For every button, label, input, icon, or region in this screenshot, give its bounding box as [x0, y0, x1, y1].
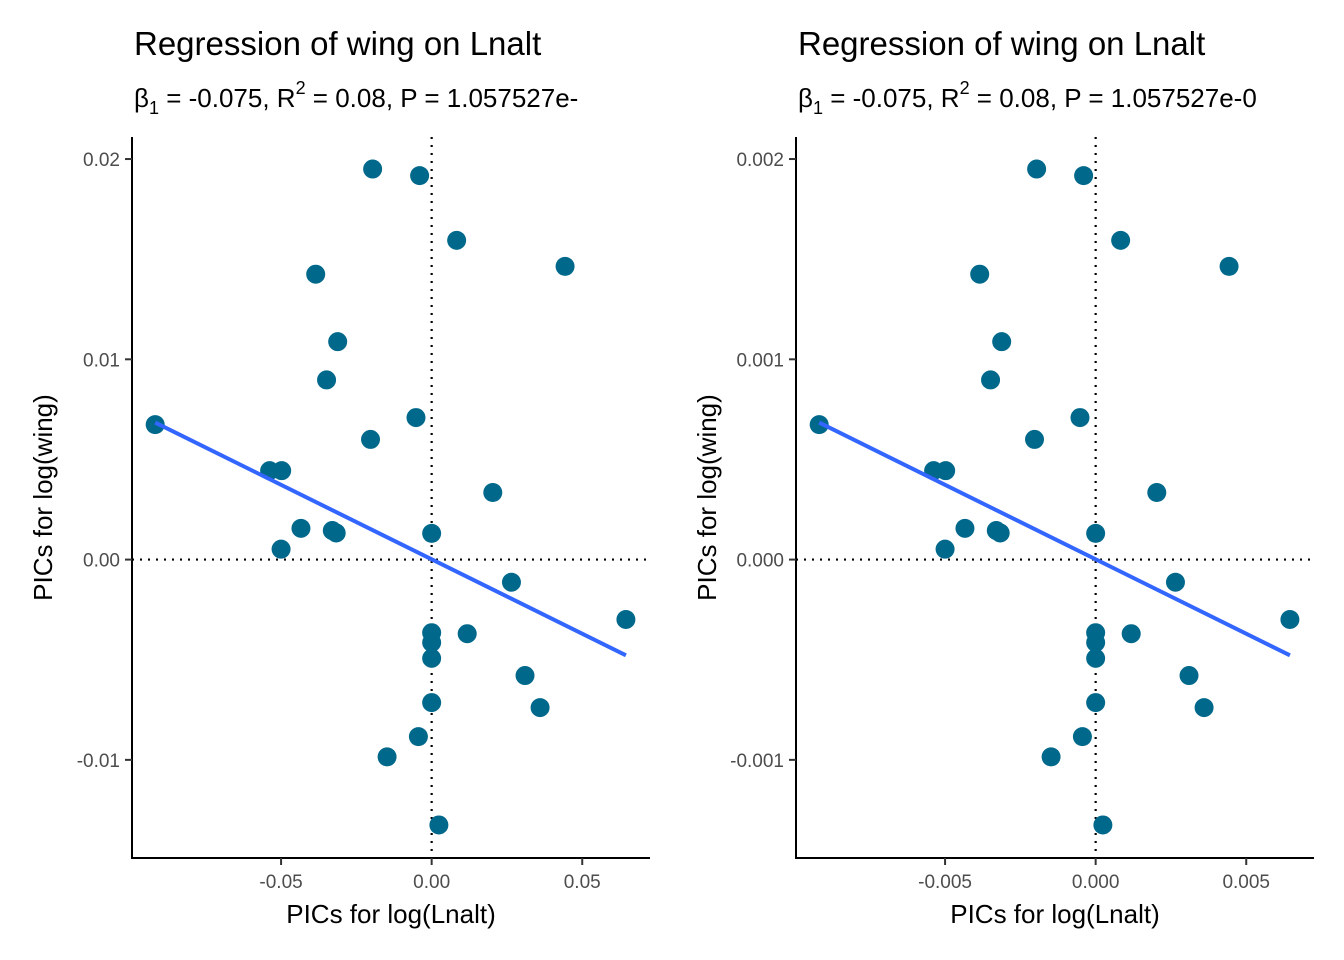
- data-point: [1074, 166, 1094, 186]
- data-point: [515, 666, 535, 686]
- data-point: [326, 523, 346, 543]
- data-point: [483, 482, 503, 502]
- subtitle-beta-sub: 1: [149, 98, 159, 118]
- data-point: [981, 370, 1001, 390]
- scatter-chart-right: Regression of wing on Lnalt β1 = -0.075, …: [692, 25, 1314, 929]
- y-tick-label: 0.001: [736, 350, 784, 371]
- regression-line: [154, 420, 627, 658]
- data-point: [1025, 429, 1045, 449]
- y-tick-label: 0.000: [736, 551, 784, 572]
- data-point: [936, 461, 956, 481]
- data-point: [406, 408, 426, 428]
- subtitle-r2-sup: 2: [960, 78, 970, 98]
- subtitle-beta-sub: 1: [813, 98, 823, 118]
- data-point: [1165, 572, 1185, 592]
- x-axis-title: PICs for log(Lnalt): [286, 899, 496, 929]
- x-tick-label: 0.05: [564, 872, 601, 893]
- data-point: [408, 727, 428, 747]
- chart-title: Regression of wing on Lnalt: [798, 25, 1205, 62]
- data-point: [429, 815, 449, 835]
- y-tick-label: 0.02: [83, 150, 120, 171]
- data-point: [992, 332, 1012, 352]
- y-tick-label: -0.01: [77, 751, 120, 772]
- data-point: [970, 264, 990, 284]
- data-point: [291, 518, 311, 538]
- data-point: [1111, 230, 1131, 250]
- scatter-chart-left: Regression of wing on Lnalt β1 = -0.075, …: [28, 25, 650, 929]
- data-point: [1086, 633, 1106, 653]
- data-point: [306, 264, 326, 284]
- data-point: [271, 539, 291, 559]
- x-tick-label: 0.00: [413, 872, 450, 893]
- data-point: [410, 166, 430, 186]
- data-point: [530, 698, 550, 718]
- subtitle-rest: = 0.08, P = 1.057527e-0: [970, 83, 1257, 113]
- data-point: [363, 159, 383, 179]
- data-point: [1086, 523, 1106, 543]
- data-point: [422, 523, 442, 543]
- subtitle-rest: = 0.08, P = 1.057527e-: [306, 83, 579, 113]
- data-point: [555, 256, 575, 276]
- x-axis-title: PICs for log(Lnalt): [950, 899, 1160, 929]
- y-tick-label: 0.01: [83, 350, 120, 371]
- data-point: [1280, 609, 1300, 629]
- data-point: [422, 648, 442, 668]
- subtitle-beta-value: = -0.075, R: [159, 83, 296, 113]
- data-point: [422, 633, 442, 653]
- x-tick-label: 0.000: [1072, 872, 1120, 893]
- data-point: [317, 370, 337, 390]
- data-point: [457, 624, 477, 644]
- data-point: [1093, 815, 1113, 835]
- data-point: [1086, 648, 1106, 668]
- data-point: [935, 539, 955, 559]
- data-point: [361, 429, 381, 449]
- data-point: [328, 332, 348, 352]
- subtitle-r2-sup: 2: [296, 78, 306, 98]
- subtitle-beta: β: [798, 83, 813, 113]
- chart-title: Regression of wing on Lnalt: [134, 25, 541, 62]
- data-point: [447, 230, 467, 250]
- chart-panel-right: Regression of wing on Lnalt β1 = -0.075, …: [664, 0, 1336, 960]
- data-point: [1027, 159, 1047, 179]
- x-tick-label: 0.005: [1222, 872, 1270, 893]
- data-point: [377, 747, 397, 767]
- data-point: [422, 693, 442, 713]
- data-point: [1072, 727, 1092, 747]
- data-point: [1121, 624, 1141, 644]
- data-point: [1041, 747, 1061, 767]
- data-point: [1070, 408, 1090, 428]
- data-point: [1086, 693, 1106, 713]
- chart-subtitle: β1 = -0.075, R2 = 0.08, P = 1.057527e-0: [798, 78, 1257, 118]
- x-tick-label: -0.005: [918, 872, 972, 893]
- data-point: [501, 572, 521, 592]
- data-point: [1179, 666, 1199, 686]
- y-tick-label: 0.002: [736, 150, 784, 171]
- chart-subtitle: β1 = -0.075, R2 = 0.08, P = 1.057527e-: [134, 78, 578, 118]
- y-axis-title: PICs for log(wing): [692, 394, 722, 601]
- data-point: [1219, 256, 1239, 276]
- data-point: [955, 518, 975, 538]
- subtitle-beta-value: = -0.075, R: [823, 83, 960, 113]
- chart-panel-left: Regression of wing on Lnalt β1 = -0.075, …: [28, 25, 650, 929]
- data-point: [1147, 482, 1167, 502]
- data-point: [990, 523, 1010, 543]
- data-point: [616, 609, 636, 629]
- regression-line: [818, 420, 1291, 658]
- data-point: [1194, 698, 1214, 718]
- data-point: [272, 461, 292, 481]
- y-tick-label: 0.00: [83, 551, 120, 572]
- x-tick-label: -0.05: [259, 872, 302, 893]
- subtitle-beta: β: [134, 83, 149, 113]
- y-axis-title: PICs for log(wing): [28, 394, 58, 601]
- y-tick-label: -0.001: [730, 751, 784, 772]
